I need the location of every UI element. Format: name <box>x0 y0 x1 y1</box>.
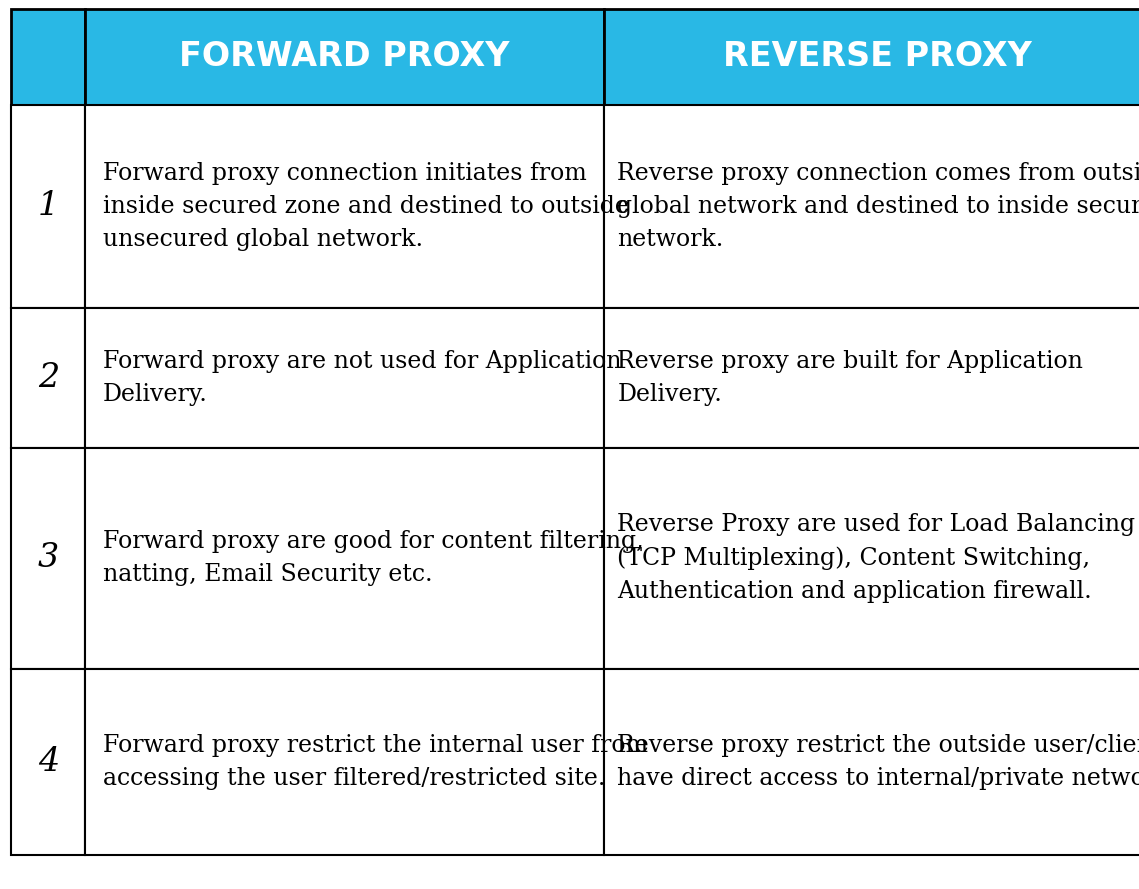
Bar <box>85 9 604 105</box>
Text: FORWARD PROXY: FORWARD PROXY <box>179 40 510 74</box>
Bar <box>85 669 604 855</box>
Text: 1: 1 <box>38 190 59 222</box>
Bar <box>85 105 604 308</box>
Text: 3: 3 <box>38 542 59 574</box>
Text: Reverse proxy restrict the outside user/client to
have direct access to internal: Reverse proxy restrict the outside user/… <box>617 734 1139 789</box>
Bar <box>604 308 1139 448</box>
Bar <box>11 308 85 448</box>
Text: Forward proxy restrict the internal user from
accessing the user filtered/restri: Forward proxy restrict the internal user… <box>103 734 647 789</box>
Bar <box>604 669 1139 855</box>
Text: Reverse proxy connection comes from outside
global network and destined to insid: Reverse proxy connection comes from outs… <box>617 162 1139 251</box>
Text: REVERSE PROXY: REVERSE PROXY <box>722 40 1032 74</box>
Text: Reverse proxy are built for Application
Delivery.: Reverse proxy are built for Application … <box>617 350 1083 405</box>
Bar <box>85 448 604 669</box>
Text: Forward proxy are good for content filtering,
natting, Email Security etc.: Forward proxy are good for content filte… <box>103 531 644 586</box>
Bar <box>604 448 1139 669</box>
Text: Forward proxy are not used for Application
Delivery.: Forward proxy are not used for Applicati… <box>103 350 621 405</box>
Text: 4: 4 <box>38 746 59 778</box>
Bar <box>11 669 85 855</box>
Bar <box>604 105 1139 308</box>
Text: 2: 2 <box>38 362 59 394</box>
Bar <box>604 9 1139 105</box>
Bar <box>11 448 85 669</box>
Text: Forward proxy connection initiates from
inside secured zone and destined to outs: Forward proxy connection initiates from … <box>103 162 629 251</box>
Bar <box>85 308 604 448</box>
Text: Reverse Proxy are used for Load Balancing
(TCP Multiplexing), Content Switching,: Reverse Proxy are used for Load Balancin… <box>617 514 1136 603</box>
Bar <box>11 105 85 308</box>
Bar <box>11 9 85 105</box>
